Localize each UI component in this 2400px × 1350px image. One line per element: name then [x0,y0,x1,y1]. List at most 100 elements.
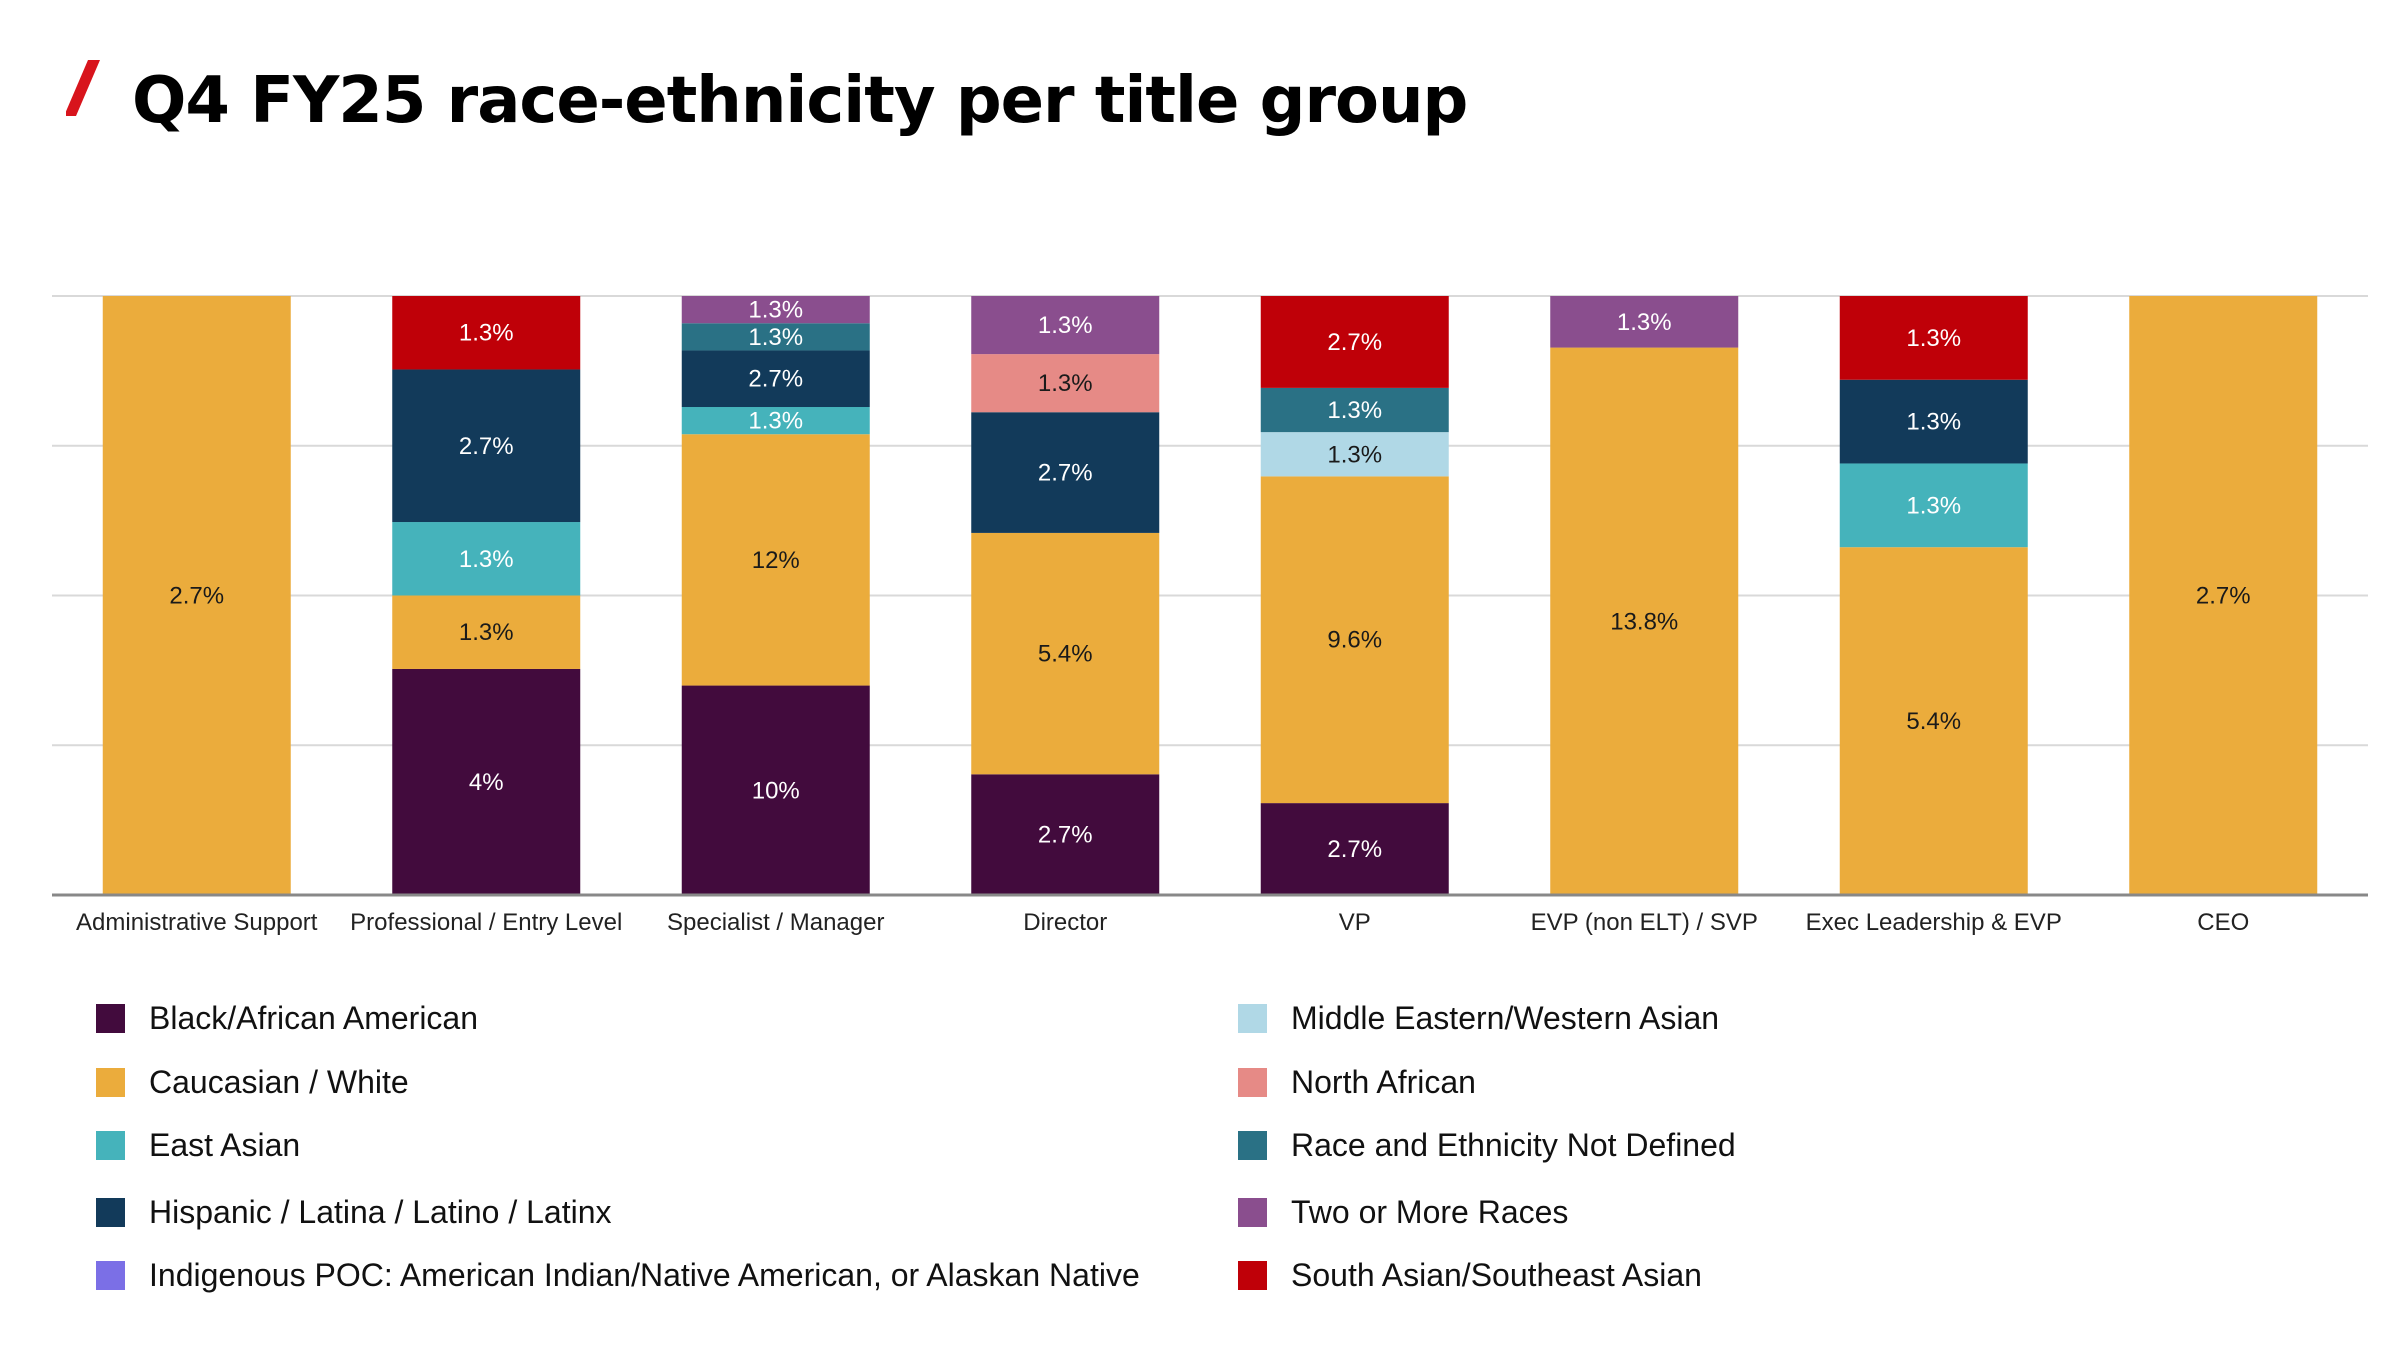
legend-swatch [96,1130,125,1160]
data-label: 1.3% [1038,370,1093,397]
data-label: 1.3% [459,546,514,573]
bar-segment [1839,379,2028,464]
legend-item: Two or More Races [1238,1192,1568,1232]
legend-label: Black/African American [149,999,479,1036]
data-label: 2.7% [459,433,514,460]
legend-label: Two or More Races [1291,1193,1569,1230]
bar-segment [971,532,1160,775]
bar-segment [681,323,870,351]
legend-label: North African [1291,1063,1476,1100]
data-label: 5.4% [1906,708,1961,735]
legend-swatch [1238,1067,1267,1097]
bar-segment [681,434,870,686]
legend-swatch [96,1260,125,1290]
data-label: 2.7% [748,366,803,393]
bar-segment [971,774,1160,895]
category-label: EVP (non ELT) / SVP [1531,909,1758,936]
category-label: VP [1339,909,1371,936]
category-label: Administrative Support [76,909,318,936]
bar-segment [681,350,870,408]
bar-segment [681,296,870,324]
legend-item: Middle Eastern/Western Asian [1238,998,1719,1038]
legend-label: Middle Eastern/Western Asian [1291,999,1720,1036]
legend-item: Black/African American [96,998,478,1038]
legend-item: East Asian [96,1125,300,1165]
bar-segment [1260,432,1449,477]
legend-swatch [96,1067,125,1097]
data-label: 5.4% [1038,641,1093,668]
legend-swatch [1238,1130,1267,1160]
stacked-bar-chart: 2.7%4%1.3%1.3%2.7%1.3%10%12%1.3%2.7%1.3%… [52,295,2368,936]
legend-item: South Asian/Southeast Asian [1238,1255,1702,1295]
legend-label: Caucasian / White [149,1063,409,1100]
bar-segment [392,595,581,669]
data-label: 2.7% [1038,460,1093,487]
data-label: 9.6% [1327,627,1382,654]
data-label: 1.3% [748,408,803,435]
bar-segment [1260,803,1449,895]
legend-label: South Asian/Southeast Asian [1291,1256,1702,1293]
data-label: 1.3% [748,324,803,351]
category-label: Specialist / Manager [667,909,884,936]
legend: Black/African American Caucasian / White E… [96,990,2296,1320]
legend-item: Caucasian / White [96,1062,409,1102]
page-title: Q4 FY25 race-ethnicity per title group [132,64,1468,138]
bar-segment [1260,387,1449,433]
data-label: 2.7% [1038,822,1093,849]
legend-item: Race and Ethnicity Not Defined [1238,1125,1736,1165]
data-label: 10% [752,777,800,804]
data-label: 1.3% [1327,397,1382,424]
legend-swatch [1238,1260,1267,1290]
bar-segment [1839,296,2028,380]
data-label: 13.8% [1610,608,1678,635]
bar-segment [102,296,291,895]
bar-segment [1260,476,1449,804]
category-label: CEO [2197,909,2249,936]
legend-swatch [1238,1003,1267,1033]
legend-label: Indigenous POC: American Indian/Native A… [149,1256,1140,1293]
legend-swatch [96,1197,125,1227]
legend-item: North African [1238,1062,1476,1102]
data-label: 1.3% [748,297,803,324]
bar-segment [1550,296,1739,348]
data-label: 2.7% [2196,583,2251,610]
data-label: 1.3% [1906,492,1961,519]
bar-segment [971,354,1160,413]
category-label: Professional / Entry Level [350,909,622,936]
category-labels: Administrative Support Professional / Ent… [76,909,2249,936]
bar-segment [1839,463,2028,548]
legend-label: Hispanic / Latina / Latino / Latinx [149,1193,612,1230]
data-label: 1.3% [1327,441,1382,468]
legend-label: East Asian [149,1126,301,1163]
bars [52,296,2368,897]
bar-segment [392,668,581,895]
category-label: Exec Leadership & EVP [1806,909,2062,936]
legend-item: Hispanic / Latina / Latino / Latinx [96,1192,612,1232]
bar-segment [1260,296,1449,388]
data-label: 12% [752,547,800,574]
data-label: 1.3% [1038,312,1093,339]
data-label: 2.7% [1327,329,1382,356]
data-label: 1.3% [1617,309,1672,336]
data-label: 1.3% [459,619,514,646]
bar-segment [392,369,581,523]
bar-segment [2129,296,2318,895]
data-label: 1.3% [1906,325,1961,352]
bar-segment [681,407,870,435]
data-labels: 2.7%4%1.3%1.3%2.7%1.3%10%12%1.3%2.7%1.3%… [169,297,2250,863]
category-label: Director [1023,909,1107,936]
bar-segment [1550,347,1739,895]
bar-segment [392,522,581,596]
bar-segment [1839,547,2028,895]
data-label: 4% [469,769,504,796]
legend-swatch [96,1003,125,1033]
bar-segment [971,412,1160,533]
legend-label: Race and Ethnicity Not Defined [1291,1126,1736,1163]
legend-item: Indigenous POC: American Indian/Native A… [96,1255,1140,1295]
data-label: 2.7% [1327,836,1382,863]
data-label: 1.3% [459,320,514,347]
legend-swatch [1238,1197,1267,1227]
bar-segment [971,296,1160,355]
data-label: 2.7% [169,583,224,610]
data-label: 1.3% [1906,409,1961,436]
